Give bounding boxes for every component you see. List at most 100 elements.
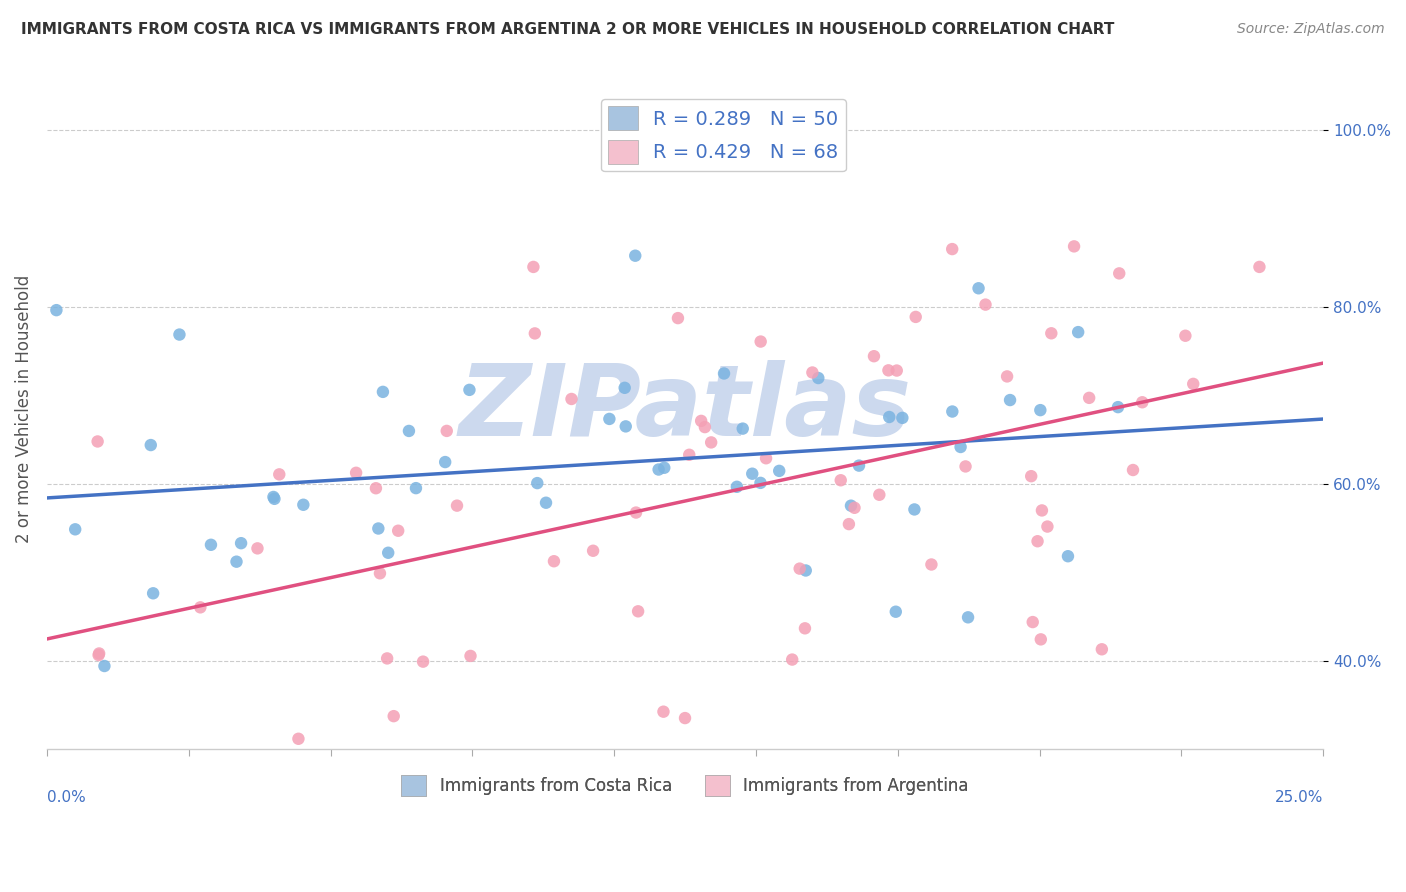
Point — [526, 476, 548, 491]
Point — [1026, 534, 1049, 549]
Point — [1063, 239, 1085, 253]
Point — [1029, 403, 1052, 417]
Point — [446, 499, 468, 513]
Text: Source: ZipAtlas.com: Source: ZipAtlas.com — [1237, 22, 1385, 37]
Point — [904, 310, 927, 324]
Point — [1122, 463, 1144, 477]
Point — [741, 467, 763, 481]
Point — [780, 652, 803, 666]
Point — [1057, 549, 1080, 564]
Point — [949, 440, 972, 454]
Point — [877, 409, 900, 424]
Point — [364, 481, 387, 495]
Text: 25.0%: 25.0% — [1275, 790, 1323, 805]
Point — [673, 711, 696, 725]
Point — [647, 462, 669, 476]
Point — [693, 420, 716, 434]
Point — [522, 260, 544, 274]
Point — [93, 659, 115, 673]
Point — [848, 458, 870, 473]
Point — [1091, 642, 1114, 657]
Point — [830, 473, 852, 487]
Point — [246, 541, 269, 556]
Point — [398, 424, 420, 438]
Point — [169, 327, 191, 342]
Point — [749, 334, 772, 349]
Point — [957, 610, 980, 624]
Point — [666, 311, 689, 326]
Point — [87, 648, 110, 662]
Point — [974, 297, 997, 311]
Point — [1249, 260, 1271, 274]
Point — [624, 249, 647, 263]
Point — [292, 498, 315, 512]
Point — [86, 434, 108, 449]
Point — [375, 651, 398, 665]
Y-axis label: 2 or more Vehicles in Household: 2 or more Vehicles in Household — [15, 275, 32, 543]
Point — [789, 561, 811, 575]
Point — [652, 705, 675, 719]
Point — [543, 554, 565, 568]
Point — [560, 392, 582, 406]
Point — [1022, 615, 1045, 629]
Point — [139, 438, 162, 452]
Text: 0.0%: 0.0% — [46, 790, 86, 805]
Point — [941, 404, 963, 418]
Point — [998, 392, 1021, 407]
Point — [807, 371, 830, 385]
Point — [127, 753, 149, 767]
Point — [690, 414, 713, 428]
Point — [731, 422, 754, 436]
Point — [613, 381, 636, 395]
Point — [678, 448, 700, 462]
Point — [412, 655, 434, 669]
Point — [891, 410, 914, 425]
Point — [188, 600, 211, 615]
Point — [405, 481, 427, 495]
Point — [598, 412, 620, 426]
Text: IMMIGRANTS FROM COSTA RICA VS IMMIGRANTS FROM ARGENTINA 2 OR MORE VEHICLES IN HO: IMMIGRANTS FROM COSTA RICA VS IMMIGRANTS… — [21, 22, 1115, 37]
Point — [45, 303, 67, 318]
Point — [1067, 325, 1090, 339]
Point — [1031, 503, 1053, 517]
Point — [582, 543, 605, 558]
Point — [1029, 632, 1052, 647]
Point — [920, 558, 942, 572]
Point — [877, 363, 900, 377]
Point — [387, 524, 409, 538]
Point — [434, 455, 457, 469]
Point — [652, 460, 675, 475]
Point — [200, 538, 222, 552]
Point — [534, 496, 557, 510]
Point — [1174, 328, 1197, 343]
Point — [460, 648, 482, 663]
Point — [801, 366, 824, 380]
Point — [1019, 469, 1042, 483]
Point — [884, 605, 907, 619]
Point — [523, 326, 546, 341]
Point — [967, 281, 990, 295]
Point — [89, 647, 111, 661]
Point — [886, 363, 908, 377]
Point — [1182, 376, 1205, 391]
Point — [627, 604, 650, 618]
Text: ZIPatlas: ZIPatlas — [458, 360, 911, 458]
Point — [794, 564, 817, 578]
Point — [941, 242, 963, 256]
Point — [624, 506, 647, 520]
Point — [63, 522, 86, 536]
Point — [838, 517, 860, 532]
Point — [844, 500, 866, 515]
Point — [749, 475, 772, 490]
Point — [142, 586, 165, 600]
Point — [1107, 400, 1129, 414]
Point — [1040, 326, 1063, 341]
Point — [839, 499, 862, 513]
Point — [903, 502, 925, 516]
Point — [382, 709, 405, 723]
Point — [713, 367, 735, 381]
Point — [458, 383, 481, 397]
Point — [239, 784, 262, 798]
Point — [1036, 519, 1059, 533]
Point — [1108, 266, 1130, 280]
